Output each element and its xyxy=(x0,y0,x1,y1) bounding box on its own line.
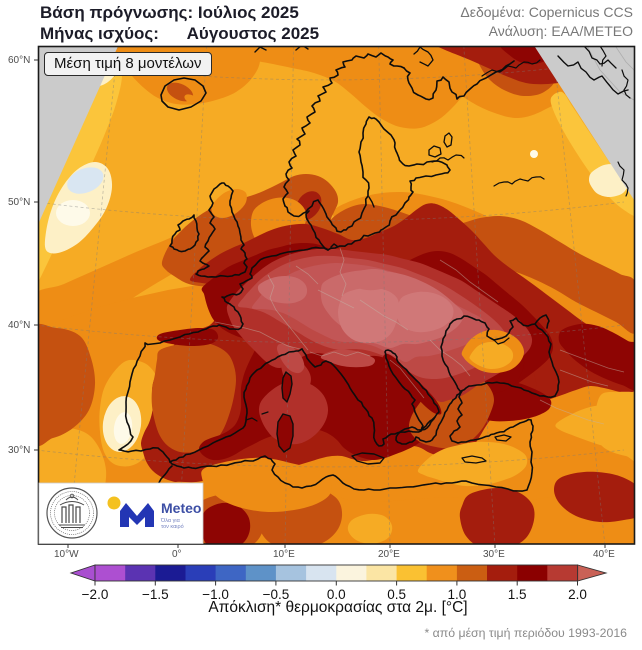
svg-text:τον καιρό: τον καιρό xyxy=(161,523,184,530)
svg-text:Meteo: Meteo xyxy=(161,500,201,516)
svg-text:Όλα για: Όλα για xyxy=(160,518,181,524)
